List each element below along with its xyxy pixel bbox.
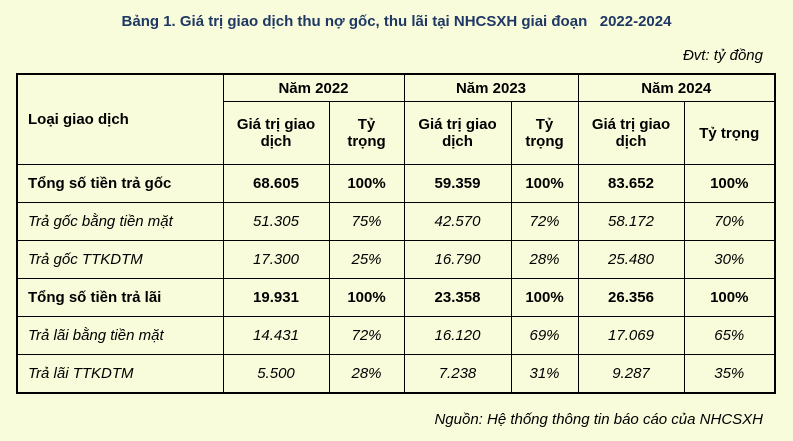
share-2023-cell: 31% [510, 354, 579, 394]
share-header-2023-label: Tỷ trọng [525, 116, 564, 150]
column-header-transaction-type: Loại giao dịch [16, 73, 224, 165]
share-2024-cell: 100% [683, 278, 776, 317]
value-2024-cell: 25.480 [577, 240, 685, 279]
table-row-principal-ttkdtm: Trả gốc TTKDTM 17.300 25% 16.790 28% 25.… [16, 240, 776, 279]
table-row-total-interest: Tổng số tiền trả lãi 19.931 100% 23.358 … [16, 278, 776, 317]
value-2024-cell: 58.172 [577, 202, 685, 241]
share-2022-cell: 72% [328, 316, 405, 355]
table-row-principal-cash: Trả gốc bằng tiền mặt 51.305 75% 42.570 … [16, 202, 776, 241]
value-header-2023: Giá trị giao dịch [403, 101, 512, 165]
table-row-interest-ttkdtm: Trả lãi TTKDTM 5.500 28% 7.238 31% 9.287… [16, 354, 776, 394]
value-2022-cell: 17.300 [222, 240, 330, 279]
row-label: Tổng số tiền trả lãi [16, 278, 224, 317]
value-2022-cell: 14.431 [222, 316, 330, 355]
share-2024-cell: 30% [683, 240, 776, 279]
share-header-2024: Tỷ trọng [683, 101, 776, 165]
value-2023-cell: 23.358 [403, 278, 512, 317]
value-2022-cell: 68.605 [222, 164, 330, 203]
share-2022-cell: 100% [328, 278, 405, 317]
year-header-2022: Năm 2022 [222, 73, 405, 102]
transactions-table: Loại giao dịch Năm 2022 Năm 2023 Năm 202… [16, 73, 776, 394]
share-2022-cell: 75% [328, 202, 405, 241]
row-label: Trả lãi bằng tiền mặt [16, 316, 224, 355]
row-label: Trả gốc bằng tiền mặt [16, 202, 224, 241]
table-row-interest-cash: Trả lãi bằng tiền mặt 14.431 72% 16.120 … [16, 316, 776, 355]
share-2024-cell: 65% [683, 316, 776, 355]
unit-note: Đvt: tỷ đồng [682, 47, 763, 64]
value-2023-cell: 42.570 [403, 202, 512, 241]
share-header-2022-label: Tỷ trọng [347, 116, 386, 150]
value-2023-cell: 16.120 [403, 316, 512, 355]
table-row-total-principal: Tổng số tiền trả gốc 68.605 100% 59.359 … [16, 164, 776, 203]
row-label: Trả lãi TTKDTM [16, 354, 224, 394]
value-header-2024: Giá trị giao dịch [577, 101, 685, 165]
value-2023-cell: 16.790 [403, 240, 512, 279]
row-label: Tổng số tiền trả gốc [16, 164, 224, 203]
value-2024-cell: 17.069 [577, 316, 685, 355]
share-2022-cell: 28% [328, 354, 405, 394]
share-2022-cell: 25% [328, 240, 405, 279]
value-2022-cell: 51.305 [222, 202, 330, 241]
row-label: Trả gốc TTKDTM [16, 240, 224, 279]
year-header-2024: Năm 2024 [577, 73, 776, 102]
page-title: Bảng 1. Giá trị giao dịch thu nợ gốc, th… [121, 13, 672, 30]
share-2023-cell: 100% [510, 164, 579, 203]
sub-header-row: Giá trị giao dịch Tỷ trọng Giá trị giao … [17, 101, 776, 165]
source-note: Nguồn: Hệ thống thông tin báo cáo của NH… [434, 411, 763, 428]
value-2024-cell: 9.287 [577, 354, 685, 394]
value-header-2022: Giá trị giao dịch [222, 101, 330, 165]
value-2024-cell: 83.652 [577, 164, 685, 203]
share-2024-cell: 70% [683, 202, 776, 241]
share-header-2022: Tỷ trọng [328, 101, 405, 165]
share-2024-cell: 100% [683, 164, 776, 203]
share-2023-cell: 100% [510, 278, 579, 317]
share-2023-cell: 28% [510, 240, 579, 279]
share-2023-cell: 72% [510, 202, 579, 241]
share-2022-cell: 100% [328, 164, 405, 203]
value-2022-cell: 19.931 [222, 278, 330, 317]
year-header-2023: Năm 2023 [403, 73, 579, 102]
value-2023-cell: 59.359 [403, 164, 512, 203]
share-2024-cell: 35% [683, 354, 776, 394]
value-2024-cell: 26.356 [577, 278, 685, 317]
year-header-row: Loại giao dịch Năm 2022 Năm 2023 Năm 202… [16, 73, 776, 165]
value-2022-cell: 5.500 [222, 354, 330, 394]
share-2023-cell: 69% [510, 316, 579, 355]
share-header-2023: Tỷ trọng [510, 101, 579, 165]
value-2023-cell: 7.238 [403, 354, 512, 394]
